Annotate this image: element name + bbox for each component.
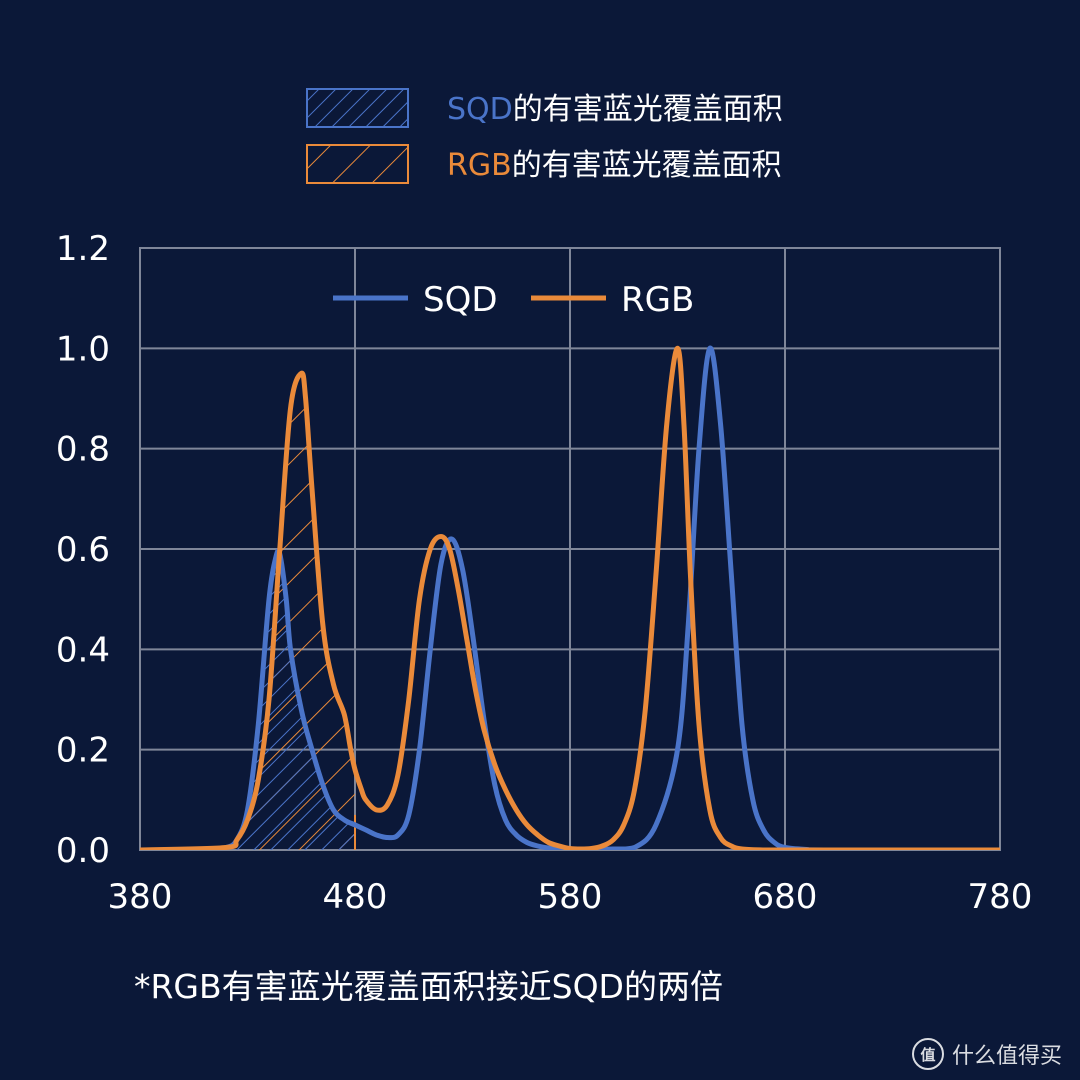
- shaded-area-rgb: [226, 373, 355, 850]
- x-tick-label: 680: [753, 877, 818, 917]
- y-tick-label: 0.4: [56, 630, 110, 670]
- x-tick-label: 780: [968, 877, 1033, 917]
- rgb-hatch-swatch: [306, 144, 409, 184]
- x-tick-label: 380: [108, 877, 173, 917]
- top-legend-sqd-prefix: SQD: [447, 92, 513, 127]
- harmful-blue-shading: [226, 373, 356, 850]
- y-tick-label: 0.2: [56, 731, 110, 771]
- top-legend-item-rgb: RGB的有害蓝光覆盖面积: [306, 144, 782, 184]
- chart-series-lines: [140, 345, 1000, 850]
- sqd-hatch-swatch: [306, 88, 409, 128]
- top-legend-rgb-suffix: 的有害蓝光覆盖面积: [512, 148, 782, 183]
- y-tick-label: 0.8: [56, 430, 110, 470]
- inner-legend-rgb-label: RGB: [621, 280, 694, 320]
- y-tick-label: 1.2: [56, 229, 110, 269]
- top-legend: SQD的有害蓝光覆盖面积 RGB的有害蓝光覆盖面积: [306, 88, 783, 184]
- watermark: 值 什么值得买: [911, 1038, 1062, 1070]
- y-tick-label: 0.6: [56, 530, 110, 570]
- x-tick-label: 580: [538, 877, 603, 917]
- inner-legend: SQD RGB: [333, 280, 694, 320]
- inner-legend-sqd-label: SQD: [423, 280, 498, 320]
- chart-tick-labels: 0.0 0.2 0.4 0.6 0.8 1.0 1.2 380 480 580 680 780: [56, 229, 1033, 917]
- top-legend-rgb-prefix: RGB: [447, 148, 512, 183]
- svg-text:SQD的有害蓝光覆盖面积: SQD的有害蓝光覆盖面积: [447, 92, 783, 127]
- y-tick-label: 0.0: [56, 831, 110, 871]
- series-line-rgb: [140, 345, 1000, 850]
- svg-text:RGB的有害蓝光覆盖面积: RGB的有害蓝光覆盖面积: [447, 148, 782, 183]
- watermark-text: 什么值得买: [951, 1044, 1062, 1069]
- brand-logo-icon: 值: [911, 1038, 944, 1070]
- x-tick-label: 480: [323, 877, 388, 917]
- footnote: *RGB有害蓝光覆盖面积接近SQD的两倍: [134, 967, 723, 1006]
- y-tick-label: 1.0: [56, 329, 110, 369]
- top-legend-item-sqd: SQD的有害蓝光覆盖面积: [306, 88, 783, 128]
- top-legend-sqd-suffix: 的有害蓝光覆盖面积: [513, 92, 783, 127]
